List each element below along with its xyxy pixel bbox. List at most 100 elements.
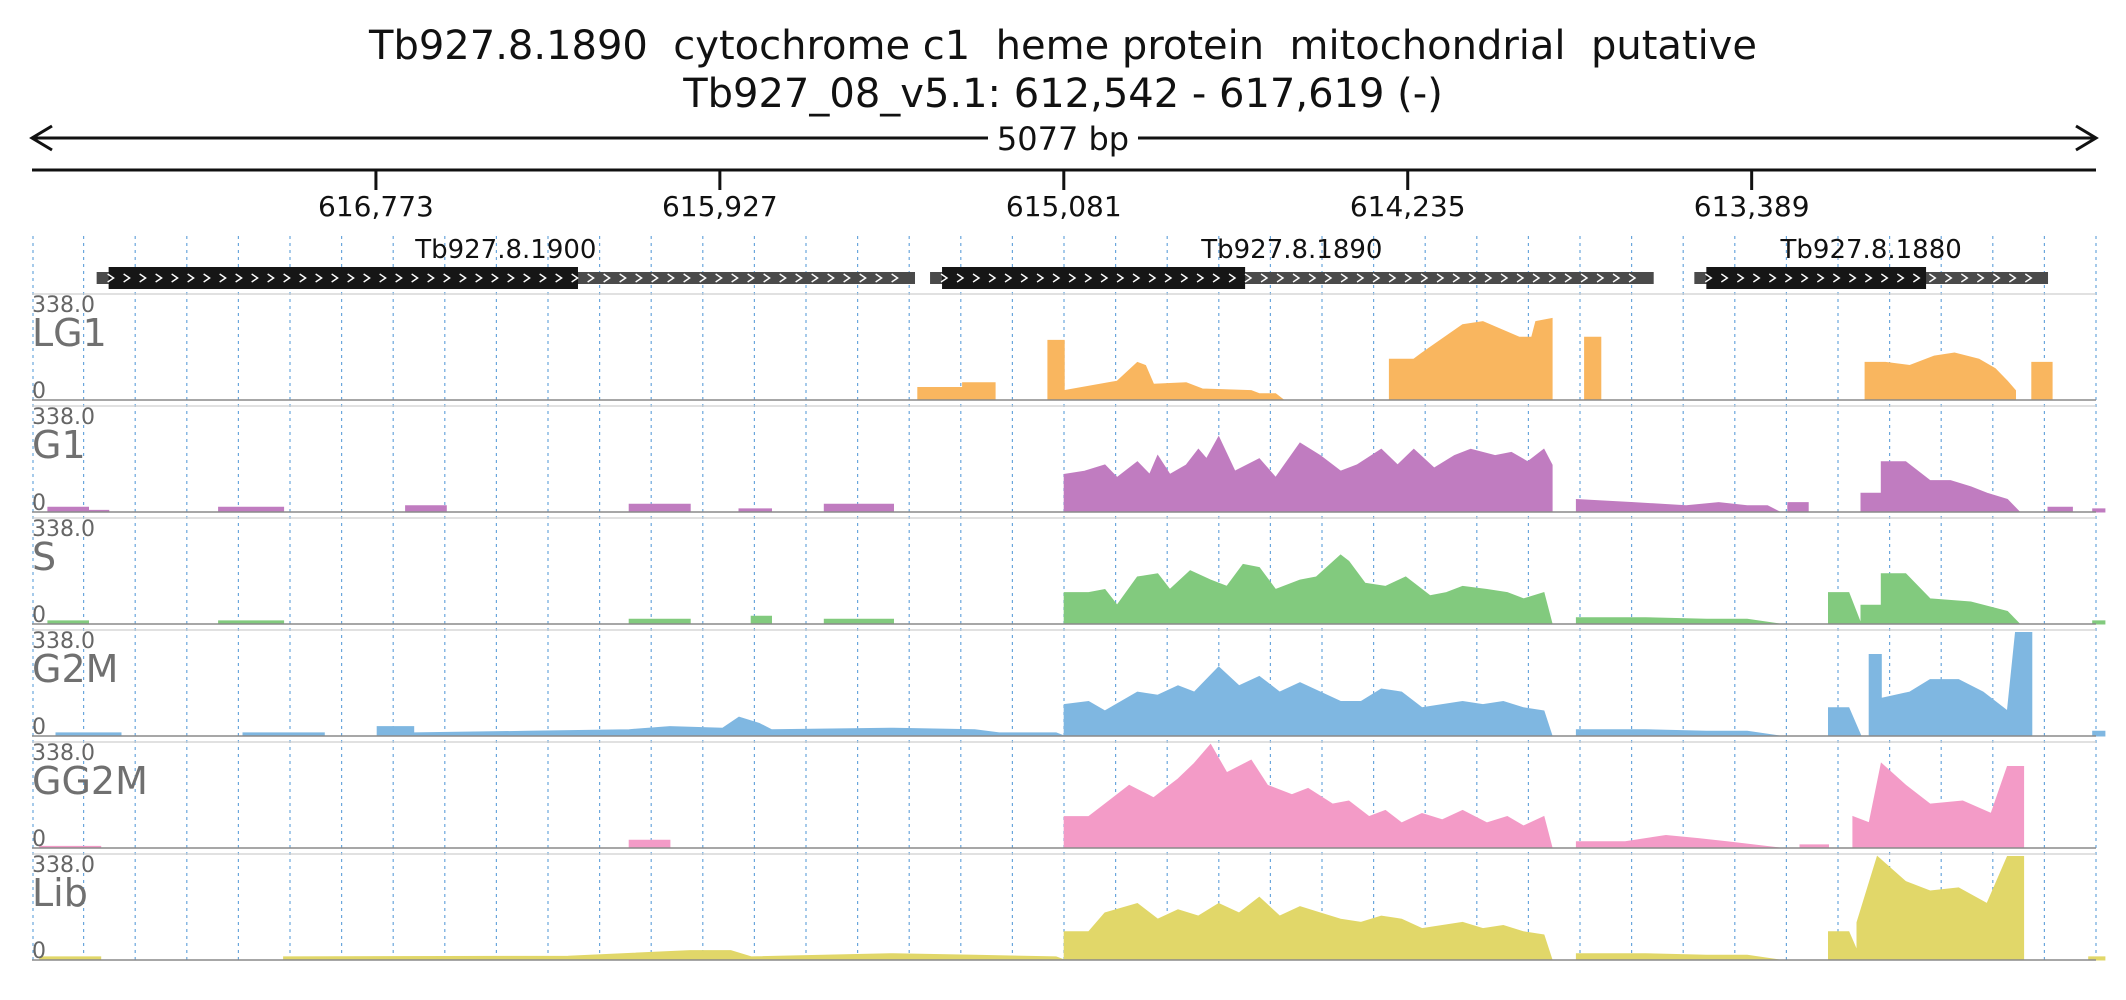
y-max-label: 338.0 (32, 629, 95, 654)
strand-arrow (1004, 273, 1013, 283)
y-max-label: 338.0 (32, 741, 95, 766)
coverage-area (1388, 317, 1553, 401)
strand-arrow (315, 273, 323, 283)
track-G1: 338.0G1 0 (32, 405, 2106, 516)
coverage-area (2092, 730, 2106, 737)
coverage-area (823, 503, 894, 513)
strand-arrow (811, 273, 819, 283)
coordinate-axis: 616,773 615,927 615,081 614,235 613,389 (32, 168, 2096, 223)
strand-arrow (1500, 273, 1509, 283)
strand-arrow (1228, 273, 1237, 283)
coverage-area (1575, 834, 1780, 849)
strand-arrow (1084, 273, 1093, 283)
strand-arrow (1928, 273, 1937, 283)
gene-Tb927.8.1890[interactable]: Tb927.8.1890 (930, 235, 1654, 289)
strand-arrow (1736, 273, 1745, 283)
y-min-label: 0 (32, 939, 46, 964)
strand-arrow (299, 273, 307, 283)
strand-arrow (507, 273, 515, 283)
gene-cds (1706, 267, 1927, 289)
strand-arrow (1420, 273, 1429, 283)
coverage-area (917, 382, 996, 401)
x-tick-label: 614,235 (1350, 190, 1466, 223)
strand-arrow (139, 273, 147, 283)
strand-arrow (1976, 273, 1985, 283)
strand-arrow (187, 273, 195, 283)
strand-arrow (1164, 273, 1173, 283)
strand-arrow (988, 273, 997, 283)
coverage-area (1575, 729, 1780, 737)
coverage-area (1852, 762, 2025, 849)
x-tick-label: 613,389 (1694, 190, 1810, 223)
strand-arrow (1896, 273, 1905, 283)
coverage-area (1047, 339, 1286, 401)
gene-label: Tb927.8.1880 (1780, 235, 1962, 265)
track-name: GG2M (32, 759, 148, 803)
y-min-label: 0 (32, 491, 46, 516)
strand-arrow (635, 273, 643, 283)
strand-arrow (731, 273, 739, 283)
strand-arrow (940, 273, 949, 283)
strand-arrow (539, 273, 547, 283)
coverage-area (1575, 498, 1780, 513)
coverage-area (1860, 573, 2021, 625)
coverage-area (1063, 554, 1553, 625)
strand-arrow (1564, 273, 1573, 283)
track-name: G1 (32, 423, 86, 467)
strand-arrow (1356, 273, 1365, 283)
track-name: LG1 (32, 311, 107, 355)
strand-arrow (843, 273, 851, 283)
strand-arrow (1912, 273, 1921, 283)
strand-arrow (651, 273, 659, 283)
strand-arrow (1148, 273, 1157, 283)
strand-arrow (1800, 273, 1809, 283)
strand-arrow (603, 273, 611, 283)
strand-arrow (795, 273, 803, 283)
strand-arrow (267, 273, 275, 283)
coverage-area (1860, 461, 2021, 513)
strand-arrow (395, 273, 403, 283)
strand-arrow (1020, 273, 1029, 283)
gene-Tb927.8.1880[interactable]: Tb927.8.1880 (1694, 235, 2049, 289)
strand-arrow (1720, 273, 1729, 283)
strand-arrow (475, 273, 483, 283)
coverage-area (750, 615, 772, 625)
strand-arrow (956, 273, 965, 283)
strand-arrow (1340, 273, 1349, 283)
gene-label: Tb927.8.1900 (414, 235, 596, 265)
strand-arrow (2008, 273, 2017, 283)
strand-arrow (1944, 273, 1953, 283)
coverage-area (1856, 855, 2025, 961)
track-S: 338.0S 0 (32, 517, 2106, 628)
gene-Tb927.8.1900[interactable]: Tb927.8.1900 (96, 235, 916, 289)
y-max-label: 338.0 (32, 293, 95, 318)
strand-arrow (1784, 273, 1793, 283)
strand-arrow (203, 273, 211, 283)
coverage-area (1063, 743, 1553, 849)
strand-arrow (1388, 273, 1397, 283)
strand-arrow (347, 273, 355, 283)
strand-arrow (1596, 273, 1605, 283)
coverage-area (1828, 931, 1862, 961)
strand-arrow (747, 273, 755, 283)
strand-arrow (1452, 273, 1461, 283)
strand-arrow (1816, 273, 1825, 283)
y-max-label: 338.0 (32, 853, 95, 878)
strand-arrow (972, 273, 981, 283)
x-tick-label: 615,927 (662, 190, 778, 223)
y-min-label: 0 (32, 379, 46, 404)
strand-arrow (459, 273, 467, 283)
strand-arrow (443, 273, 451, 283)
strand-arrow (235, 273, 243, 283)
strand-arrow (219, 273, 227, 283)
strand-arrow (571, 273, 579, 283)
y-min-label: 0 (32, 715, 46, 740)
strand-arrow (411, 273, 419, 283)
strand-arrow (1324, 273, 1333, 283)
strand-arrow (1580, 273, 1589, 283)
strand-arrow (1436, 273, 1445, 283)
track-name: G2M (32, 647, 118, 691)
strand-arrow (1372, 273, 1381, 283)
strand-arrow (2024, 273, 2033, 283)
coverage-area (376, 716, 1065, 737)
